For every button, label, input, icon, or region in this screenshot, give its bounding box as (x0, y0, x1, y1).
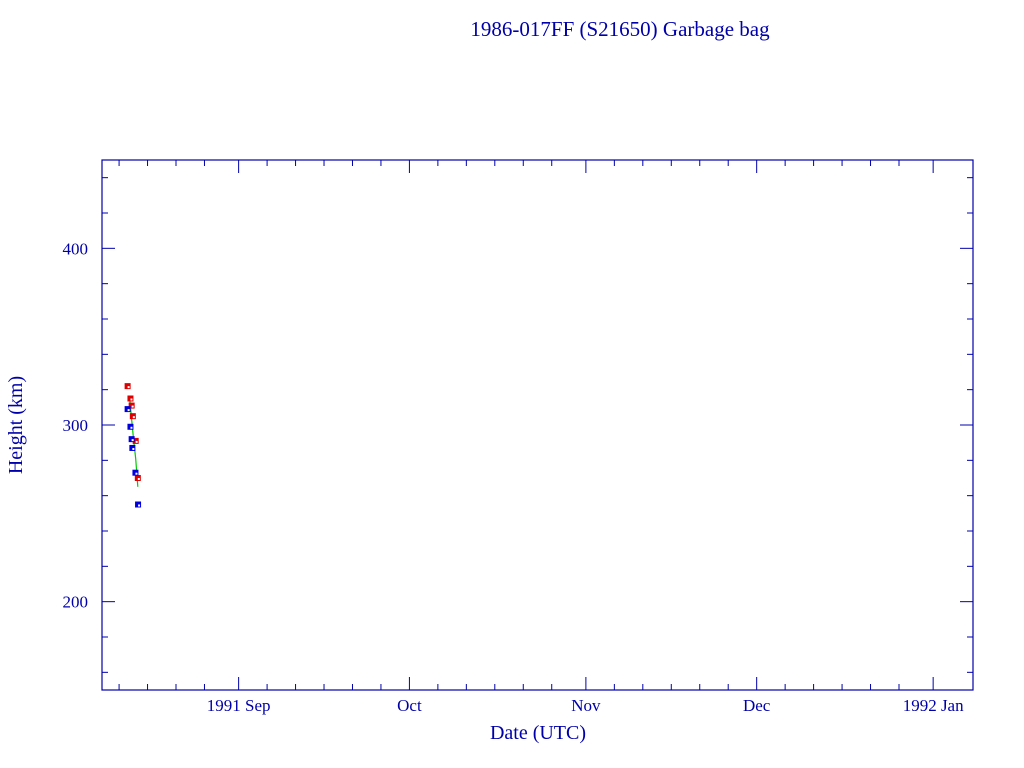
chart-title: 1986-017FF (S21650) Garbage bag (470, 17, 770, 41)
data-point-highlight (132, 416, 135, 419)
data-point-highlight (132, 447, 135, 450)
axes: 200 300 400 1991 Sep Oct Nov Dec 1992 Jan (63, 160, 973, 715)
x-axis-label: Date (UTC) (490, 722, 586, 744)
data-point-highlight (131, 439, 134, 442)
plot-frame (101, 159, 974, 691)
x-tick-label: 1992 Jan (903, 696, 964, 715)
data-point-highlight (135, 472, 138, 475)
y-tick-label: 200 (63, 593, 89, 612)
data-point-highlight (130, 426, 133, 429)
x-tick-label: Nov (571, 696, 601, 715)
x-tick-label: Oct (397, 696, 422, 715)
y-tick-label: 400 (63, 239, 89, 258)
data-point-highlight (131, 405, 134, 408)
data-point-highlight (130, 398, 133, 401)
data-point-highlight (127, 409, 130, 412)
data-point-highlight (135, 440, 138, 443)
data-point-highlight (138, 504, 141, 507)
data-point-highlight (127, 386, 130, 389)
x-tick-label: Dec (743, 696, 771, 715)
data-point-highlight (137, 478, 140, 480)
data-marks (124, 383, 142, 508)
y-axis-label: Height (km) (5, 376, 27, 474)
x-tick-label: 1991 Sep (207, 696, 271, 715)
y-tick-label: 300 (63, 416, 89, 435)
